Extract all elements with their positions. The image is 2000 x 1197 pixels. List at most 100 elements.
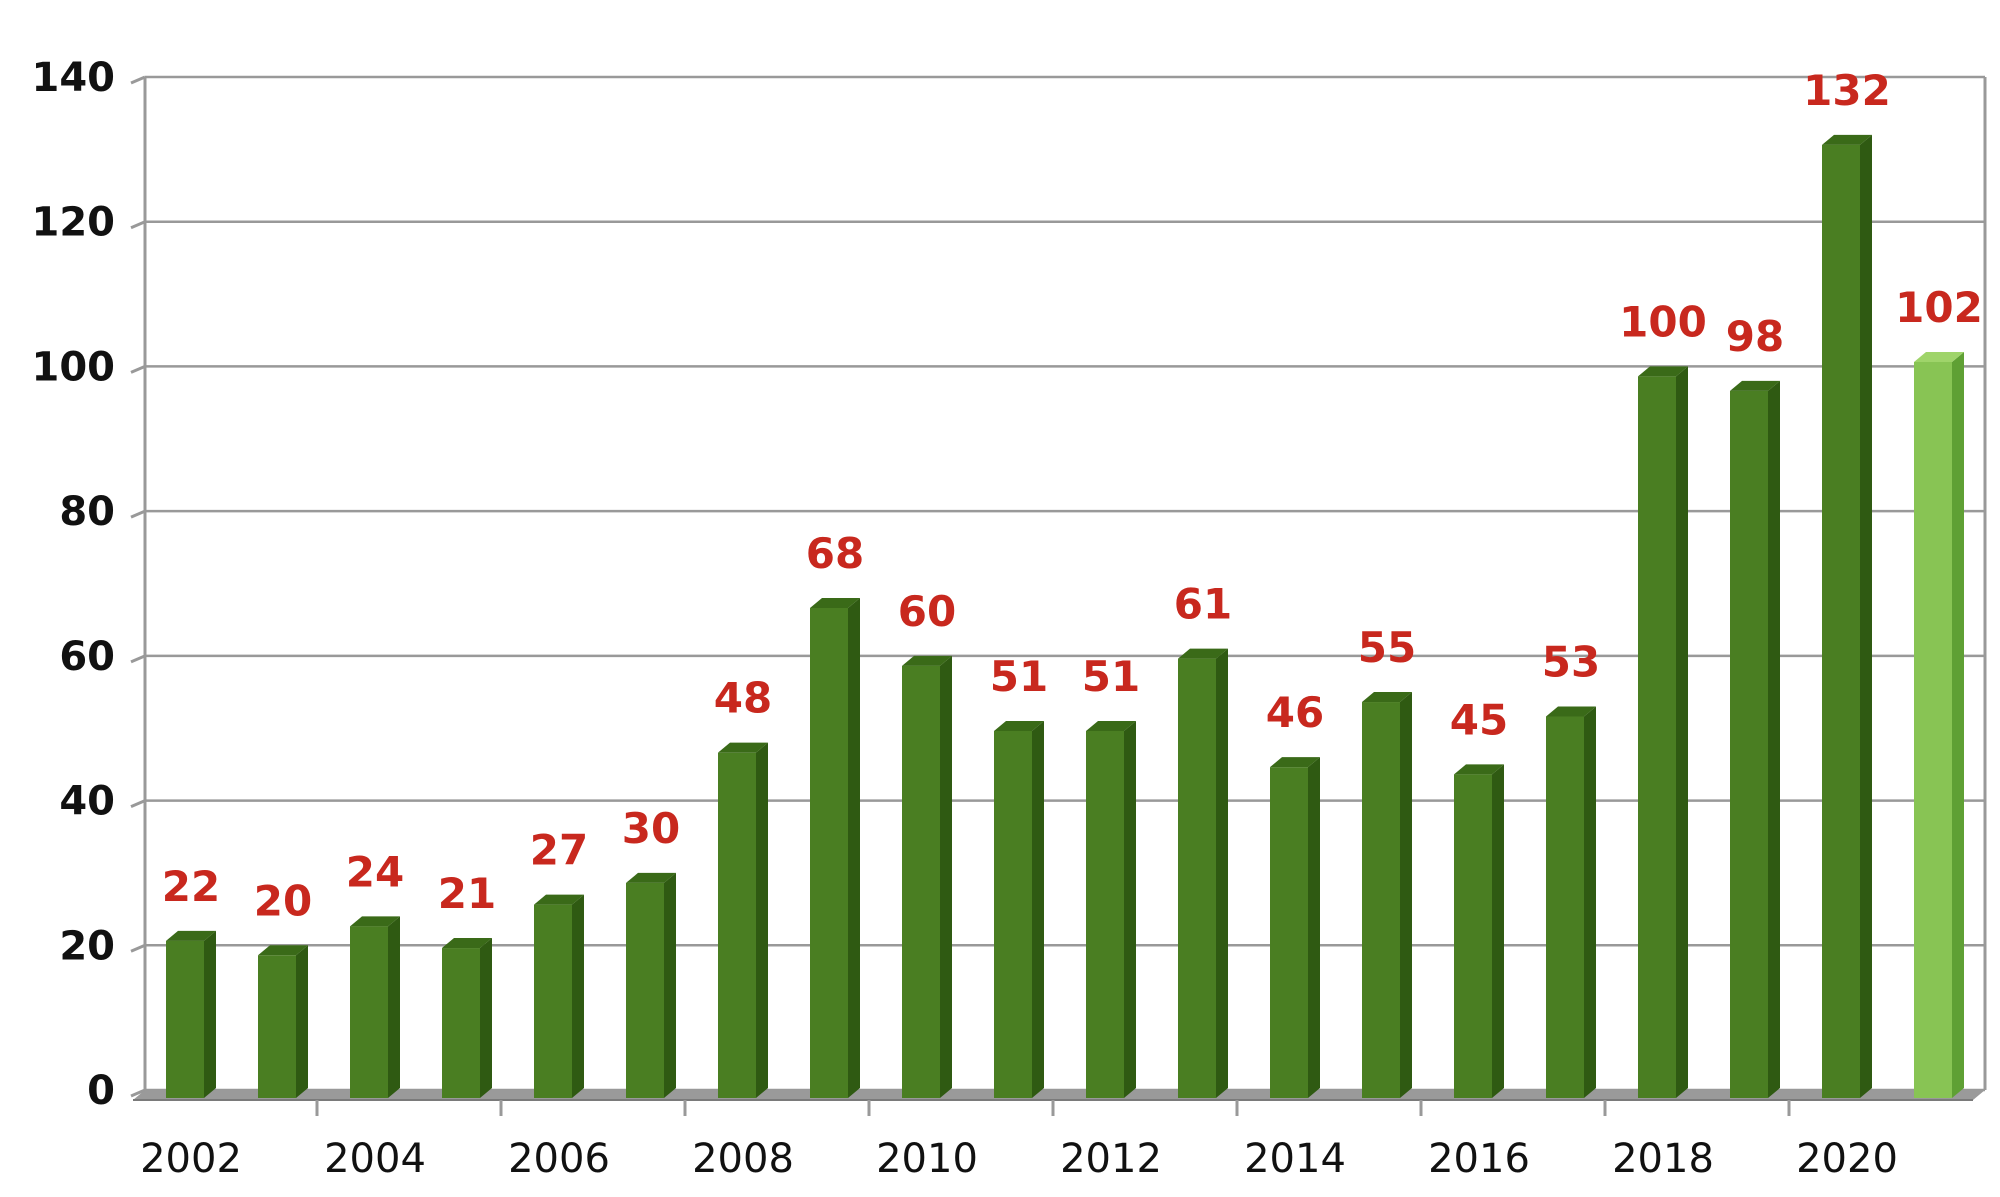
y-axis: 0 20 40 60 80 100 120 140 [32,55,146,1114]
bar-front-2021 [1914,361,1952,1098]
bar-top-2013 [1178,648,1228,659]
bar-side-2009 [848,597,860,1098]
bar-top-2011 [994,720,1044,731]
data-label-2011: 51 [990,652,1048,701]
y-tick-label-120: 120 [32,200,116,246]
bar-side-2020 [1860,134,1872,1098]
bar-2015 [1362,692,1412,1098]
data-label-2021: 102 [1895,283,1983,332]
bar-side-2002 [204,930,216,1098]
bar-front-2004 [350,926,388,1098]
data-label-2016: 45 [1450,695,1508,744]
data-label-2006: 27 [530,826,588,875]
bar-top-2003 [258,945,308,956]
bar-front-2018 [1638,376,1676,1098]
bar-front-2002 [166,940,204,1098]
bar-top-2018 [1638,366,1688,377]
bar-front-2016 [1454,774,1492,1098]
bar-front-2017 [1546,716,1584,1098]
y-tick-mark-20 [130,943,146,953]
y-tick-label-80: 80 [59,489,115,535]
data-label-2009: 68 [806,529,864,578]
bar-side-2013 [1216,648,1228,1098]
bar-2010 [902,655,952,1098]
bar-2003 [258,945,308,1098]
plot-frame [133,77,1987,1101]
y-tick-label-20: 20 [59,923,115,969]
bar-top-2002 [166,930,216,941]
bar-2019 [1730,380,1780,1098]
bar-front-2008 [718,752,756,1098]
bar-2020 [1822,134,1872,1098]
bar-top-2012 [1086,720,1136,731]
bar-front-2015 [1362,702,1400,1098]
bar-2017 [1546,706,1596,1098]
bar-2013 [1178,648,1228,1098]
y-tick-label-60: 60 [59,634,115,680]
bar-front-2003 [258,955,296,1098]
data-labels: 22 20 24 21 27 30 48 68 60 51 51 61 46 55 45 53 100 98 132… [162,66,1983,925]
bar-top-2010 [902,655,952,666]
bar-front-2014 [1270,767,1308,1098]
bar-2004 [350,916,400,1098]
x-tick-label-2006: 2006 [508,1136,610,1182]
bar-2021 [1914,351,1964,1098]
bar-2009 [810,597,860,1098]
bar-side-2008 [756,742,768,1098]
bar-top-2008 [718,742,768,753]
bar-top-2005 [442,938,492,949]
bar-front-2006 [534,904,572,1098]
bar-top-2015 [1362,692,1412,703]
bar-top-2006 [534,894,584,905]
data-label-2012: 51 [1082,652,1140,701]
data-label-2014: 46 [1266,688,1324,737]
data-label-2020: 132 [1803,66,1891,115]
data-label-2017: 53 [1542,638,1600,687]
data-label-2005: 21 [438,869,496,918]
bar-top-2004 [350,916,400,927]
data-label-2003: 20 [254,876,312,925]
data-label-2013: 61 [1174,580,1232,629]
data-label-2007: 30 [622,804,680,853]
x-tick-label-2020: 2020 [1796,1136,1898,1182]
y-tick-label-0: 0 [87,1068,115,1114]
bar-side-2018 [1676,366,1688,1098]
bar-2012 [1086,720,1136,1098]
bar-2002 [166,930,216,1098]
bar-2014 [1270,757,1320,1098]
bar-side-2010 [940,655,952,1098]
bar-front-2011 [994,730,1032,1098]
bar-side-2011 [1032,720,1044,1098]
bar-2007 [626,872,676,1098]
data-label-2008: 48 [714,674,772,723]
bar-top-2020 [1822,134,1872,145]
bar-2005 [442,938,492,1098]
data-label-2019: 98 [1726,312,1784,361]
bar-front-2012 [1086,730,1124,1098]
x-tick-label-2016: 2016 [1428,1136,1530,1182]
y-tick-label-40: 40 [59,779,115,825]
bar-2016 [1454,764,1504,1098]
bar-front-2013 [1178,658,1216,1098]
bar-top-2014 [1270,757,1320,768]
bar-side-2006 [572,894,584,1098]
bar-side-2019 [1768,380,1780,1098]
x-tick-label-2010: 2010 [876,1136,978,1182]
grid-lines [145,75,1985,1092]
bar-top-2009 [810,597,860,608]
bar-front-2007 [626,882,664,1098]
y-tick-mark-140 [130,75,146,85]
bar-top-2007 [626,872,676,883]
data-label-2018: 100 [1619,297,1707,346]
bar-top-2017 [1546,706,1596,717]
y-tick-mark-0 [130,1088,146,1098]
data-label-2002: 22 [162,862,220,911]
bar-top-2019 [1730,380,1780,391]
bar-side-2012 [1124,720,1136,1098]
y-tick-label-140: 140 [32,55,116,101]
y-tick-mark-80 [130,509,146,519]
y-tick-mark-40 [130,799,146,808]
floor [133,1090,1985,1100]
x-axis: 2002 2004 2006 2008 2010 2012 2014 2016 2018 2020 [140,1100,1898,1182]
